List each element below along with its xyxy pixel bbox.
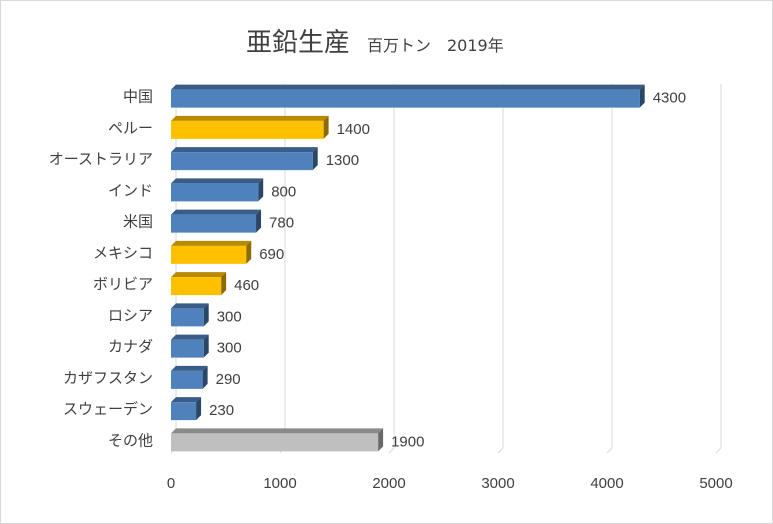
category-label: ペルー: [108, 119, 153, 137]
gridline-floor: [388, 447, 395, 454]
category-label: 中国: [123, 88, 153, 106]
bar: [171, 397, 202, 421]
bar: [171, 365, 208, 389]
bar-front-face: [171, 120, 324, 139]
bar: [171, 428, 384, 452]
bar-front-face: [171, 308, 204, 327]
data-label: 300: [217, 308, 242, 325]
bar: [171, 178, 264, 202]
bar-side-face: [312, 147, 318, 171]
bar-side-face: [196, 397, 202, 421]
category-label: カナダ: [108, 338, 153, 356]
bar-top-face: [171, 147, 318, 153]
bar-front-face: [171, 152, 313, 171]
category-label: インド: [108, 181, 153, 199]
bar-front-face: [171, 214, 257, 233]
data-label: 460: [234, 277, 259, 294]
bar-side-face: [202, 365, 208, 389]
category-label: ボリビア: [93, 275, 153, 293]
bar-top-face: [171, 272, 227, 278]
bar-top-face: [171, 240, 252, 246]
bar-top-face: [171, 115, 329, 121]
bar: [171, 272, 227, 296]
chart-subtitle: 百万トン 2019年: [367, 36, 504, 55]
x-tick-label: 4000: [590, 475, 623, 492]
bar-side-face: [221, 272, 227, 296]
gridline-floor: [715, 447, 722, 454]
category-label: 米国: [123, 213, 153, 231]
data-label: 1900: [391, 433, 424, 450]
category-label: オーストラリア: [49, 150, 153, 168]
bar-side-face: [203, 303, 209, 327]
bar-side-face: [639, 84, 645, 108]
bar-top-face: [171, 428, 384, 434]
category-label: ロシア: [108, 306, 153, 324]
data-label: 4300: [653, 90, 686, 107]
x-tick-label: 5000: [699, 475, 732, 492]
data-label: 230: [209, 402, 234, 419]
bar: [171, 115, 329, 139]
bar-top-face: [171, 84, 645, 90]
gridline-floor: [606, 447, 613, 454]
bar-front-face: [171, 402, 197, 421]
x-tick-label: 3000: [481, 475, 514, 492]
category-label: スウェーデン: [63, 400, 153, 418]
bar-top-face: [171, 303, 209, 309]
data-label: 1300: [326, 152, 359, 169]
bar-top-face: [171, 397, 202, 403]
bar-front-face: [171, 433, 379, 452]
bar: [171, 147, 318, 171]
x-tick-label: 0: [167, 475, 175, 492]
bar-top-face: [171, 365, 208, 371]
bar-front-face: [171, 277, 222, 296]
bar-front-face: [171, 183, 259, 202]
labels: 0 1000 2000 3000 4000 5000 中国 4300 ペルー 1400 オーストラリ…: [49, 88, 733, 492]
category-label: カザフスタン: [63, 369, 153, 387]
bar: [171, 240, 252, 264]
bar-top-face: [171, 178, 264, 184]
bar-side-face: [246, 240, 252, 264]
bar-top-face: [171, 209, 262, 215]
data-label: 290: [216, 371, 241, 388]
x-tick-label: 1000: [263, 475, 296, 492]
bar-front-face: [171, 89, 640, 108]
bar-side-face: [258, 178, 264, 202]
bar-side-face: [378, 428, 384, 452]
category-label: その他: [108, 431, 153, 449]
gridlines: [170, 84, 722, 454]
gridline-floor: [497, 447, 504, 454]
bar: [171, 209, 262, 233]
chart-title: 亜鉛生産: [246, 28, 350, 58]
bar: [171, 303, 209, 327]
data-label: 690: [259, 246, 284, 263]
data-label: 800: [271, 183, 296, 200]
data-label: 300: [217, 340, 242, 357]
bar-top-face: [171, 334, 209, 340]
bar: [171, 84, 645, 108]
bar-front-face: [171, 339, 204, 358]
bar-side-face: [323, 115, 329, 139]
bar-side-face: [256, 209, 262, 233]
data-label: 780: [269, 215, 294, 232]
bar-side-face: [203, 334, 209, 358]
bars: [171, 84, 645, 452]
bar-front-face: [171, 370, 203, 389]
x-tick-label: 2000: [372, 475, 405, 492]
data-label: 1400: [337, 121, 370, 138]
bar: [171, 334, 209, 358]
bar-front-face: [171, 245, 247, 264]
category-label: メキシコ: [93, 244, 153, 262]
